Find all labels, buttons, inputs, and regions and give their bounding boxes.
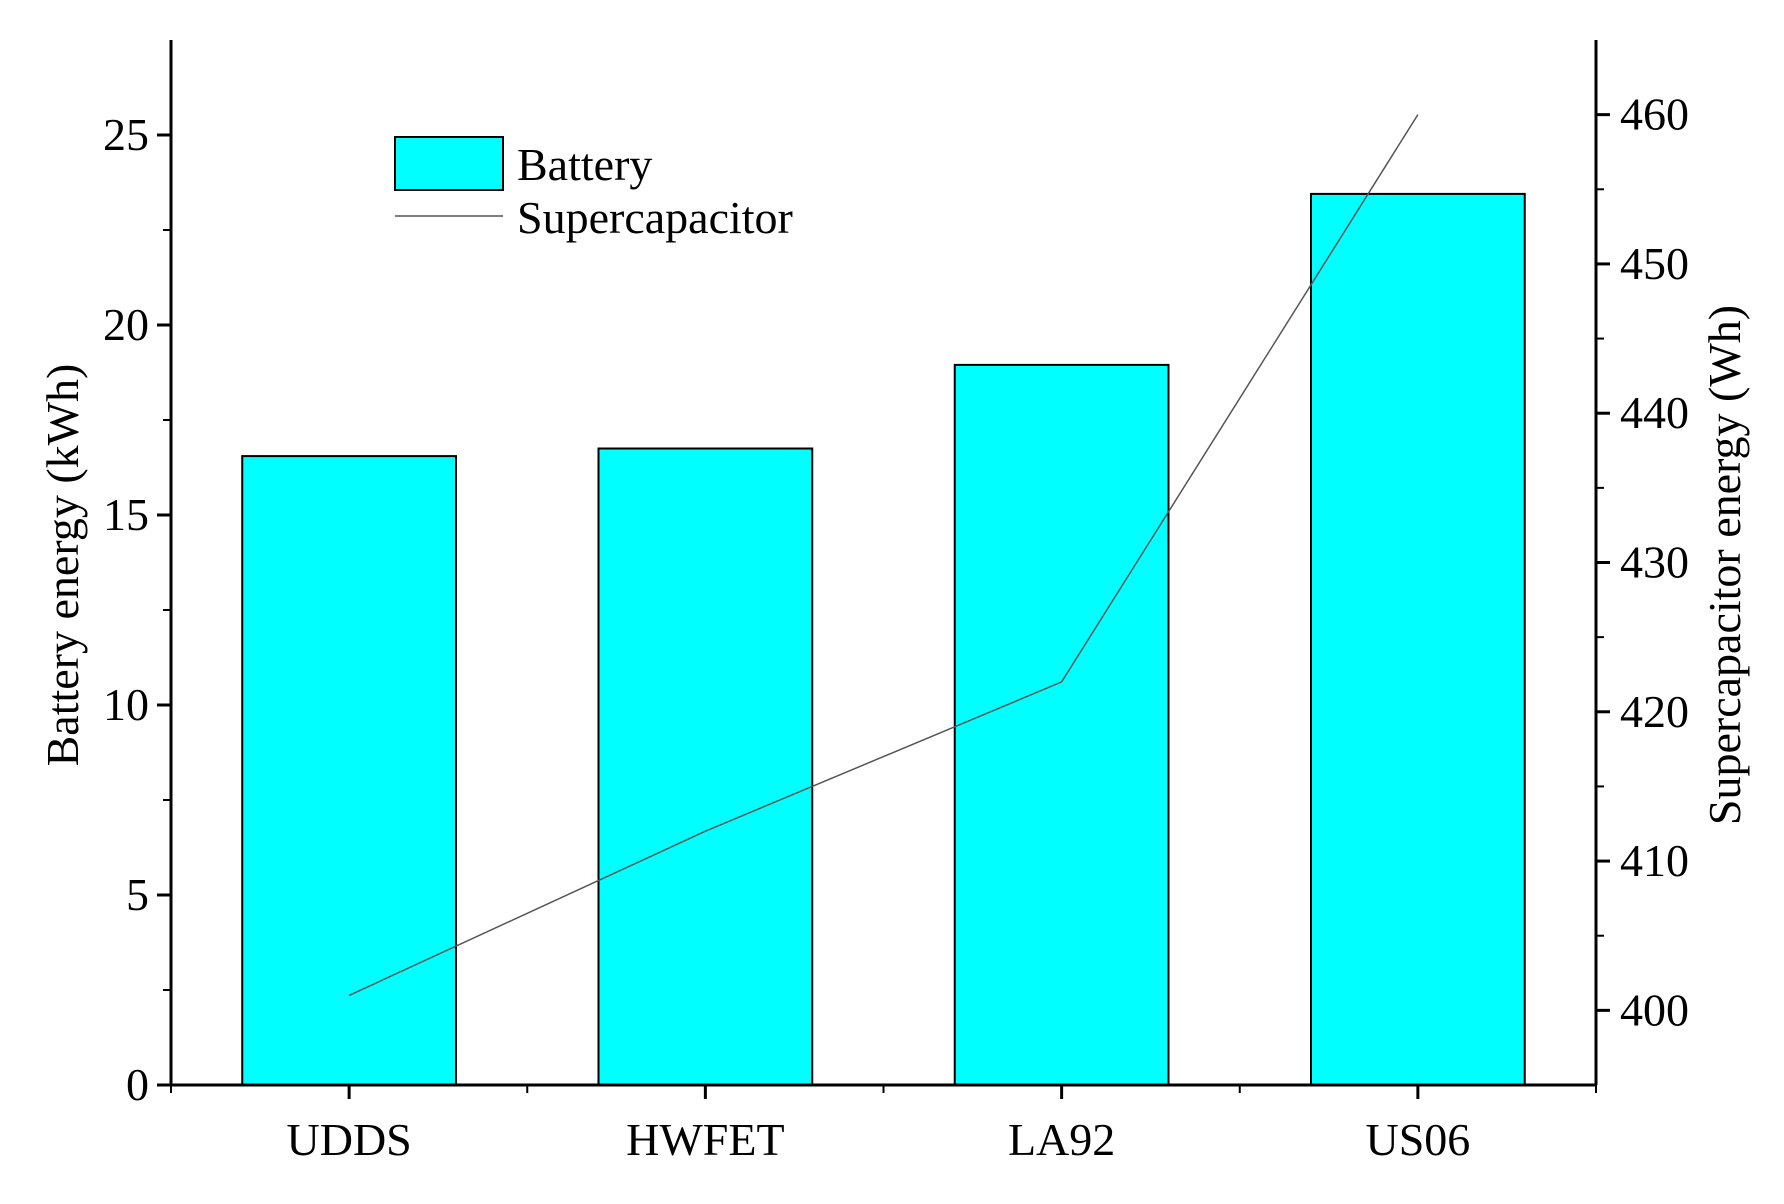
y-tick-label: 15 bbox=[103, 489, 149, 540]
y-tick-label: 10 bbox=[103, 679, 149, 730]
y-tick-label: 25 bbox=[103, 109, 149, 160]
legend: Battery Supercapacitor bbox=[394, 136, 793, 243]
line-group bbox=[348, 114, 1419, 997]
y2-tick-label: 450 bbox=[1620, 238, 1689, 289]
y-tick-label: 20 bbox=[103, 299, 149, 350]
y2-tick-label: 460 bbox=[1620, 89, 1689, 140]
y2-axis-title: Supercapacitor energy (Wh) bbox=[1699, 305, 1750, 825]
tick-group: 0 5 10 15 20 25 400 410 420 430 440 450 460 UDDS HWFET… bbox=[103, 89, 1689, 1165]
bar-us06 bbox=[1310, 192, 1526, 1086]
legend-swatch-battery bbox=[394, 136, 504, 191]
bar-udds bbox=[241, 455, 457, 1087]
x-tick-label: UDDS bbox=[287, 1114, 412, 1165]
y2-tick-label: 410 bbox=[1620, 835, 1689, 886]
y2-tick-label: 420 bbox=[1620, 686, 1689, 737]
legend-label-battery: Battery bbox=[517, 139, 652, 190]
x-tick-label: US06 bbox=[1365, 1114, 1470, 1165]
y2-tick-label: 400 bbox=[1620, 984, 1689, 1035]
bar-group bbox=[241, 192, 1526, 1087]
y2-tick-label: 430 bbox=[1620, 537, 1689, 588]
y2-tick-label: 440 bbox=[1620, 387, 1689, 438]
supercapacitor-line bbox=[348, 114, 1419, 997]
y-axis-title: Battery energy (kWh) bbox=[37, 364, 88, 767]
x-tick-label: LA92 bbox=[1008, 1114, 1115, 1165]
bar-hwfet bbox=[597, 447, 814, 1086]
legend-label-supercapacitor: Supercapacitor bbox=[517, 192, 793, 243]
x-tick-label: HWFET bbox=[626, 1114, 784, 1165]
y-tick-label: 5 bbox=[126, 869, 149, 920]
y-tick-label: 0 bbox=[126, 1059, 149, 1110]
bar-la92 bbox=[953, 363, 1170, 1086]
